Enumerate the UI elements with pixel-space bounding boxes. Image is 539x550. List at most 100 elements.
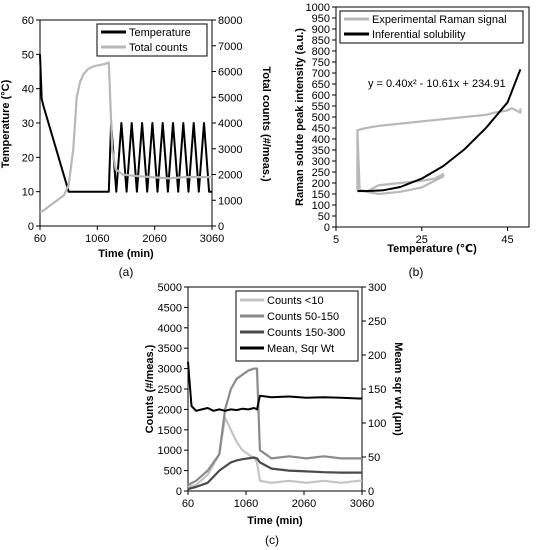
panel-a-xtick-label-60: 60: [34, 233, 46, 245]
panel-a-caption: (a): [119, 265, 134, 279]
panel-b-ytick-label-750: 750: [312, 57, 330, 69]
panel-b-ytick-label-800: 800: [312, 46, 330, 58]
panel-c-legend-label-counts-50-150: Counts 50-150: [267, 311, 339, 323]
panel-c-x-ticks: 60 1060 2060 3060: [182, 491, 374, 510]
panel-c-y2tick-label-50: 50: [368, 452, 380, 464]
panel-b: 0501001502002503003504004505005506006507…: [294, 2, 530, 279]
panel-a-series-temperature: [39, 54, 212, 193]
panel-a-y2tick-label-6000: 6000: [218, 67, 242, 79]
panel-b-ytick-label-350: 350: [312, 145, 330, 157]
panel-b-ytick-label-250: 250: [312, 167, 330, 179]
panel-c-y2-axis-label: Meam sqr wt (μm): [392, 342, 404, 436]
panel-c-y2tick-label-250: 250: [368, 316, 386, 328]
panel-c-xtick-label-1060: 1060: [234, 498, 258, 510]
panel-a: 0 10 20 30 40 50 60 0 1000 2000 3000 4000 5000 6000 7…: [0, 15, 272, 279]
panel-b-series-experimental-raman-signal: [356, 107, 522, 196]
panel-b-ytick-label-700: 700: [312, 68, 330, 80]
panel-b-x-ticks: 5 25 45: [333, 227, 514, 246]
panel-c-ytick-label-500: 500: [164, 466, 182, 478]
panel-b-series: [356, 68, 522, 196]
panel-a-xtick-label-3060: 3060: [200, 233, 224, 245]
panel-a-xtick-label-2060: 2060: [142, 233, 166, 245]
panel-c-legend: Counts <10 Counts 50-150 Counts 150-300 …: [235, 290, 359, 362]
panel-a-y2tick-label-5000: 5000: [218, 92, 242, 104]
panel-c-series-counts-150-300: [187, 456, 362, 491]
panel-a-y2tick-label-2000: 2000: [218, 170, 242, 182]
panel-c-ytick-label-4000: 4000: [158, 323, 182, 335]
panel-b-ytick-label-600: 600: [312, 90, 330, 102]
panel-c-y2tick-label-150: 150: [368, 384, 386, 396]
panel-c-y2tick-label-200: 200: [368, 350, 386, 362]
panel-a-ytick-label-50: 50: [22, 49, 34, 61]
panel-b-ytick-label-1000: 1000: [306, 2, 330, 14]
panel-a-series-total-counts: [39, 61, 212, 213]
panel-b-x-axis-label: Temperature (℃): [387, 243, 477, 255]
panel-c-series-mean-sqr-wt: [187, 361, 362, 412]
panel-b-fit-equation: y = 0.40x² - 10.61x + 234.91: [368, 78, 506, 90]
panel-a-y2-axis-label: Total counts (#/meas.): [260, 66, 272, 182]
panel-b-series-inferential-solubility: [357, 68, 522, 193]
panel-a-legend: Temperature Total counts: [96, 23, 208, 57]
panel-a-y2tick-label-4000: 4000: [218, 118, 242, 130]
panel-b-xtick-label-45: 45: [501, 234, 513, 246]
panel-c-ytick-label-4500: 4500: [158, 302, 182, 314]
panel-a-ytick-label-60: 60: [22, 15, 34, 27]
panel-c: 0500100015002000250030003500400045005000…: [144, 282, 404, 547]
panel-c-x-axis-label: Time (min): [247, 515, 303, 527]
panel-b-ytick-label-450: 450: [312, 123, 330, 135]
panel-b-xtick-label-5: 5: [333, 234, 339, 246]
panel-a-right-ticks: 0 1000 2000 3000 4000 5000 6000 7000 8000: [212, 15, 242, 233]
panel-c-xtick-label-2060: 2060: [292, 498, 316, 510]
panel-a-y2tick-label-8000: 8000: [218, 15, 242, 27]
panel-a-series: [39, 54, 212, 213]
panel-a-ytick-label-30: 30: [22, 118, 34, 130]
panel-b-legend: Experimental Raman signal Inferential so…: [339, 10, 524, 44]
panel-a-ytick-label-0: 0: [28, 221, 34, 233]
panel-c-ytick-label-0: 0: [176, 486, 182, 498]
panel-b-legend-label-experimental: Experimental Raman signal: [372, 14, 507, 26]
panel-b-y-ticks: 0501001502002503003504004505005506006507…: [306, 2, 336, 234]
panel-b-ytick-label-200: 200: [312, 178, 330, 190]
panel-b-ytick-label-50: 50: [318, 211, 330, 223]
panel-a-y-axis-label: Temperature (°C): [0, 79, 12, 168]
panel-c-ytick-label-1500: 1500: [158, 425, 182, 437]
panel-b-ytick-label-650: 650: [312, 79, 330, 91]
panel-c-y2tick-label-300: 300: [368, 282, 386, 294]
panel-b-ytick-label-550: 550: [312, 101, 330, 113]
panel-c-ytick-label-2000: 2000: [158, 404, 182, 416]
panel-a-xtick-label-1060: 1060: [85, 233, 109, 245]
panel-a-legend-label-temperature: Temperature: [129, 27, 191, 39]
panel-a-y2tick-label-7000: 7000: [218, 41, 242, 53]
panel-c-legend-label-mean-sqr-wt: Mean, Sqr Wt: [267, 343, 334, 355]
panel-a-ytick-label-20: 20: [22, 152, 34, 164]
panel-c-legend-label-counts-lt10: Counts <10: [267, 295, 324, 307]
panel-b-ytick-label-100: 100: [312, 200, 330, 212]
panel-c-ytick-label-1000: 1000: [158, 445, 182, 457]
panel-b-legend-label-solubility: Inferential solubility: [372, 29, 466, 41]
panel-c-y2tick-label-0: 0: [368, 486, 374, 498]
panel-c-caption: (c): [265, 533, 279, 547]
panel-a-left-ticks: 0 10 20 30 40 50 60: [22, 15, 40, 233]
panel-a-y2tick-label-0: 0: [218, 221, 224, 233]
panel-b-ytick-label-500: 500: [312, 112, 330, 124]
panel-c-left-ticks: 0 500 1000 1500 2000 2500 3000 3500 4000 4500 5000: [158, 282, 188, 498]
panel-a-x-ticks: 60 1060 2060 3060: [34, 226, 224, 245]
panel-a-x-axis-label: Time (min): [98, 248, 154, 260]
panel-a-y2tick-label-1000: 1000: [218, 195, 242, 207]
panel-b-ytick-label-400: 400: [312, 134, 330, 146]
panel-c-ytick-label-2500: 2500: [158, 384, 182, 396]
panel-b-xtick-label-25: 25: [416, 234, 428, 246]
panel-c-series: [187, 361, 362, 491]
panel-b-legend-box: [339, 10, 524, 44]
panel-c-right-ticks: 0 50 100 150 200 250 300: [362, 282, 386, 498]
panel-c-legend-label-counts-150-300: Counts 150-300: [267, 327, 345, 339]
panel-b-caption: (b): [409, 265, 424, 279]
panel-b-ytick-label-900: 900: [312, 24, 330, 36]
panel-a-legend-box: [96, 23, 208, 57]
panel-c-xtick-label-60: 60: [182, 498, 194, 510]
panel-a-ytick-label-40: 40: [22, 84, 34, 96]
panel-b-ytick-label-950: 950: [312, 13, 330, 25]
panel-b-ytick-label-850: 850: [312, 35, 330, 47]
panel-b-y-axis-label: Raman solute peak intensity (a.u.): [294, 28, 306, 206]
